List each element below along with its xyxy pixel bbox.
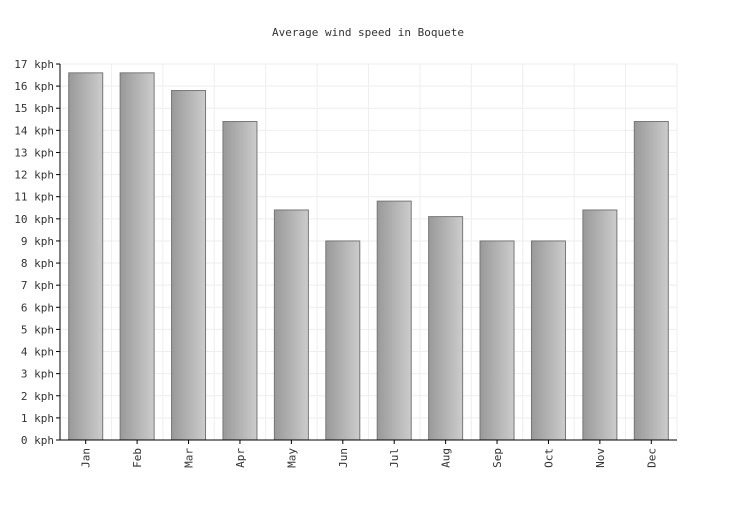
x-tick-label: Jun xyxy=(337,448,350,468)
bar-mar xyxy=(171,90,207,441)
chart-title: Average wind speed in Boquete xyxy=(272,26,464,39)
bar-jan xyxy=(68,72,104,441)
x-tick-label: Jan xyxy=(80,448,93,468)
bar-may xyxy=(273,209,309,441)
x-tick-label: Nov xyxy=(594,448,607,468)
y-tick-label: 17 kph xyxy=(14,58,54,71)
y-tick-label: 16 kph xyxy=(14,80,54,93)
y-tick-label: 9 kph xyxy=(21,235,54,248)
bar-apr xyxy=(222,121,258,441)
y-tick-label: 13 kph xyxy=(14,146,54,159)
x-tick-label: Mar xyxy=(183,448,196,468)
bar-nov xyxy=(582,209,618,441)
y-tick-label: 6 kph xyxy=(21,301,54,314)
x-tick-label: Dec xyxy=(645,448,658,468)
y-tick-label: 0 kph xyxy=(21,434,54,447)
y-tick-label: 15 kph xyxy=(14,102,54,115)
y-tick-label: 14 kph xyxy=(14,124,54,137)
y-tick-label: 1 kph xyxy=(21,412,54,425)
bar-aug xyxy=(428,216,464,441)
bar-feb xyxy=(119,72,155,441)
y-tick-label: 5 kph xyxy=(21,323,54,336)
bar-jul xyxy=(376,200,412,441)
y-tick-label: 10 kph xyxy=(14,213,54,226)
x-tick-label: Aug xyxy=(440,448,453,468)
x-tick-label: Feb xyxy=(131,448,144,468)
bar-jun xyxy=(325,240,361,441)
y-tick-label: 8 kph xyxy=(21,257,54,270)
y-tick-label: 12 kph xyxy=(14,169,54,182)
bar-oct xyxy=(530,240,566,441)
y-tick-label: 4 kph xyxy=(21,346,54,359)
bar-sep xyxy=(479,240,515,441)
x-tick-label: Apr xyxy=(234,448,247,468)
x-tick-label: Oct xyxy=(542,448,555,468)
x-tick-label: May xyxy=(285,448,298,468)
y-tick-label: 2 kph xyxy=(21,390,54,403)
y-tick-label: 11 kph xyxy=(14,191,54,204)
bar-dec xyxy=(633,121,669,441)
x-tick-label: Jul xyxy=(388,448,401,468)
y-tick-label: 3 kph xyxy=(21,368,54,381)
y-tick-label: 7 kph xyxy=(21,279,54,292)
x-tick-label: Sep xyxy=(491,448,504,468)
